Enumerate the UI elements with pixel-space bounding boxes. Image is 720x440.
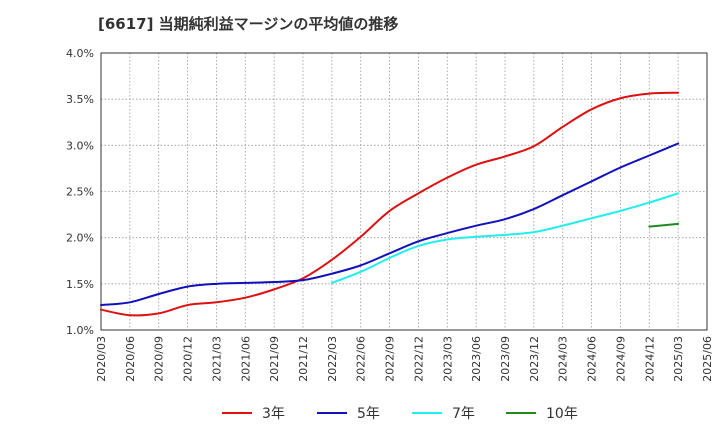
- x-tick-label: 2020/12: [182, 336, 195, 382]
- x-tick-label: 2021/06: [239, 336, 252, 382]
- x-tick-label: 2024/03: [557, 336, 570, 382]
- y-tick-label: 2.0%: [66, 232, 94, 245]
- legend: 3年 5年 7年 10年: [222, 406, 578, 422]
- legend-label: 10年: [546, 406, 578, 422]
- plot-frame: [100, 52, 708, 331]
- x-tick-label: 2022/12: [412, 336, 425, 382]
- chart-title: [6617] 当期純利益マージンの平均値の推移: [98, 15, 399, 33]
- x-tick-label: 2022/09: [384, 336, 397, 382]
- series-line-10年: [648, 222, 680, 228]
- x-tick-label: 2021/09: [268, 336, 281, 382]
- y-tick-label: 2.5%: [66, 186, 94, 199]
- series-line-3年: [100, 91, 680, 317]
- y-tick-label: 1.0%: [66, 324, 94, 337]
- series-line-5年: [100, 142, 680, 307]
- x-tick-label: 2024/12: [643, 336, 656, 382]
- grid: [100, 52, 708, 331]
- y-tick-label: 1.5%: [66, 278, 94, 291]
- y-axis: 1.0% 1.5% 2.0% 2.5% 3.0% 3.5% 4.0%: [66, 47, 94, 337]
- legend-label: 7年: [452, 406, 475, 422]
- x-tick-label: 2023/06: [470, 336, 483, 382]
- y-tick-label: 3.0%: [66, 139, 94, 152]
- y-tick-label: 4.0%: [66, 47, 94, 60]
- x-tick-label: 2020/09: [153, 336, 166, 382]
- x-tick-label: 2020/06: [124, 336, 137, 382]
- x-tick-label: 2025/06: [701, 336, 714, 382]
- x-tick-label: 2024/06: [586, 336, 599, 382]
- x-tick-label: 2023/03: [441, 336, 454, 382]
- x-tick-label: 2022/06: [355, 336, 368, 382]
- x-tick-label: 2023/09: [499, 336, 512, 382]
- x-axis: 2020/03 2020/06 2020/09 2020/12 2021/03 2021/…: [95, 336, 714, 382]
- series-line-7年: [330, 192, 680, 284]
- x-tick-label: 2021/03: [210, 336, 223, 382]
- x-tick-label: 2022/03: [326, 336, 339, 382]
- x-tick-label: 2024/09: [614, 336, 627, 382]
- x-tick-label: 2021/12: [297, 336, 310, 382]
- legend-label: 3年: [262, 406, 285, 422]
- y-tick-label: 3.5%: [66, 93, 94, 106]
- x-tick-label: 2023/12: [528, 336, 541, 382]
- x-tick-label: 2025/03: [672, 336, 685, 382]
- x-tick-label: 2020/03: [95, 336, 108, 382]
- legend-label: 5年: [357, 406, 380, 422]
- series-layer: [100, 91, 680, 317]
